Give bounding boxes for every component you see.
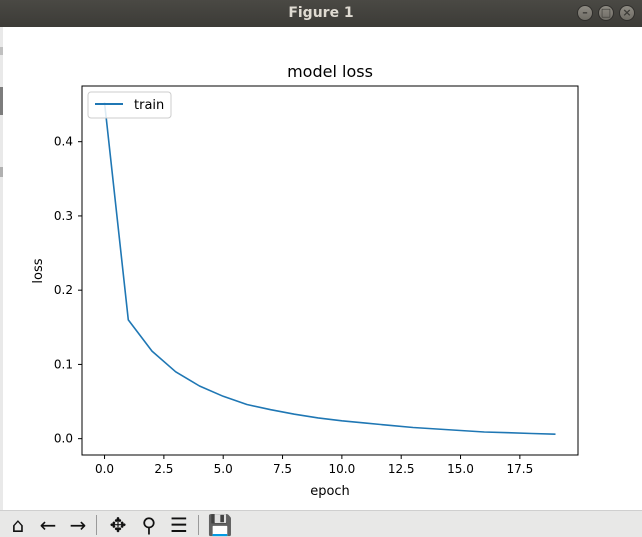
x-tick-label: 0.0 bbox=[95, 462, 114, 476]
figure-canvas: 0.0 2.5 5.0 7.5 10.0 12.5 15.0 17.5 0.00.10.20.… bbox=[31, 62, 579, 499]
minimize-icon: – bbox=[582, 6, 588, 19]
x-tick-label: 10.0 bbox=[329, 462, 356, 476]
legend-label-train: train bbox=[134, 98, 164, 113]
chart-title: model loss bbox=[287, 62, 373, 81]
x-tick-label: 2.5 bbox=[154, 462, 173, 476]
x-tick-label: 12.5 bbox=[388, 462, 415, 476]
maximize-button[interactable]: □ bbox=[598, 5, 614, 21]
plot-axes-frame bbox=[81, 85, 579, 456]
toolbar-separator bbox=[198, 515, 199, 535]
move-icon: ✥ bbox=[109, 513, 127, 537]
configure-subplots-button[interactable]: ☰ bbox=[166, 513, 192, 537]
series-line-train bbox=[103, 102, 556, 435]
window-title: Figure 1 bbox=[288, 5, 354, 21]
x-axis: 0.0 2.5 5.0 7.5 10.0 12.5 15.0 17.5 bbox=[95, 455, 533, 476]
pan-button[interactable]: ✥ bbox=[105, 513, 131, 537]
close-button[interactable]: × bbox=[619, 5, 635, 21]
window-titlebar: Figure 1 – □ × bbox=[0, 0, 642, 27]
y-axis-label: loss bbox=[31, 258, 46, 283]
arrow-left-icon: ← bbox=[39, 513, 57, 537]
y-tick-label: 0.1 bbox=[54, 357, 73, 371]
zoom-button[interactable]: ⚲ bbox=[136, 513, 162, 537]
home-button[interactable]: ⌂ bbox=[5, 513, 31, 537]
minimize-button[interactable]: – bbox=[577, 5, 593, 21]
back-button[interactable]: ← bbox=[35, 513, 61, 537]
forward-button[interactable]: → bbox=[65, 513, 91, 537]
y-tick-label: 0.2 bbox=[54, 283, 73, 297]
save-button[interactable]: 💾 bbox=[207, 513, 233, 537]
x-axis-label: epoch bbox=[310, 484, 350, 499]
x-tick-label: 7.5 bbox=[273, 462, 292, 476]
maximize-icon: □ bbox=[600, 6, 612, 19]
y-tick-label: 0.3 bbox=[54, 209, 73, 223]
home-icon: ⌂ bbox=[11, 513, 25, 537]
x-tick-label: 17.5 bbox=[506, 462, 533, 476]
close-icon: × bbox=[622, 6, 632, 19]
series-lines bbox=[103, 102, 556, 435]
x-tick-label: 5.0 bbox=[214, 462, 233, 476]
sliders-icon: ☰ bbox=[170, 513, 188, 537]
arrow-right-icon: → bbox=[69, 513, 87, 537]
toolbar-separator bbox=[96, 515, 97, 535]
background-window-edge bbox=[0, 27, 3, 510]
y-tick-label: 0.4 bbox=[54, 135, 73, 149]
x-tick-label: 15.0 bbox=[447, 462, 474, 476]
navigation-toolbar: ⌂ ← → ✥ ⚲ ☰ 💾 bbox=[0, 510, 642, 537]
y-axis: 0.0 0.1 0.2 0.3 0.4 bbox=[54, 135, 82, 446]
floppy-disk-icon: 💾 bbox=[207, 513, 233, 537]
y-tick-label: 0.0 bbox=[54, 432, 73, 446]
legend-box bbox=[87, 91, 172, 119]
legend: train bbox=[87, 91, 172, 119]
magnifier-icon: ⚲ bbox=[141, 513, 157, 537]
